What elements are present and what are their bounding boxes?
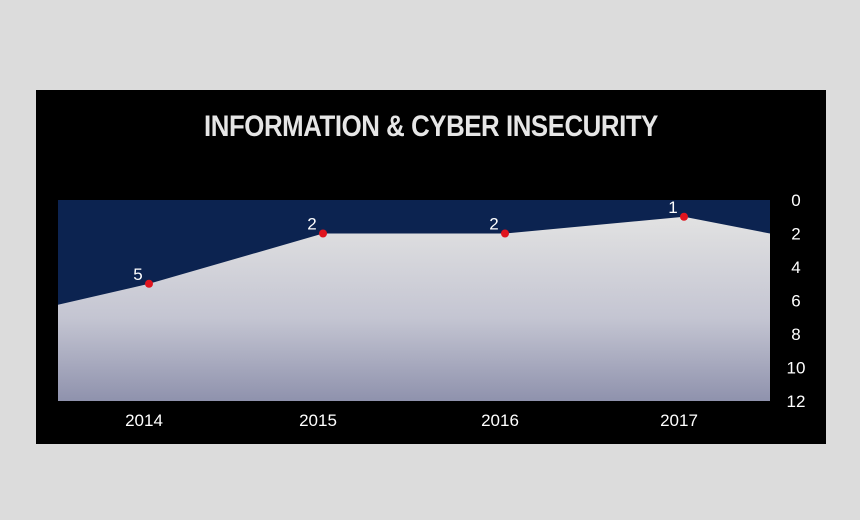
x-tick-label-2016: 2016 bbox=[481, 411, 519, 430]
y-tick-label-6: 6 bbox=[791, 292, 800, 311]
x-tick-label-2014: 2014 bbox=[125, 411, 163, 430]
x-tick-label-2017: 2017 bbox=[660, 411, 698, 430]
data-point-2015 bbox=[319, 229, 327, 238]
area-series bbox=[58, 216, 770, 401]
chart-panel: INFORMATION & CYBER INSECURITY 5 2 2 1 2014 2… bbox=[36, 90, 826, 444]
x-tick-label-2015: 2015 bbox=[299, 411, 337, 430]
y-tick-label-8: 8 bbox=[791, 325, 800, 344]
y-tick-label-0: 0 bbox=[791, 191, 800, 210]
y-tick-label-10: 10 bbox=[787, 359, 806, 378]
chart-title: INFORMATION & CYBER INSECURITY bbox=[204, 110, 658, 143]
data-point-2014 bbox=[145, 279, 153, 288]
data-label-2017: 1 bbox=[668, 198, 677, 217]
y-tick-label-4: 4 bbox=[791, 258, 800, 277]
area-chart: 5 2 2 1 2014 2015 2016 2017 0 2 4 6 8 10 12 bbox=[58, 191, 806, 430]
data-label-2015: 2 bbox=[307, 215, 316, 234]
data-label-2016: 2 bbox=[489, 215, 498, 234]
data-point-2016 bbox=[501, 229, 509, 238]
y-tick-label-2: 2 bbox=[791, 225, 800, 244]
data-label-2014: 5 bbox=[133, 265, 142, 284]
y-tick-label-12: 12 bbox=[787, 392, 806, 411]
data-point-2017 bbox=[680, 212, 688, 221]
